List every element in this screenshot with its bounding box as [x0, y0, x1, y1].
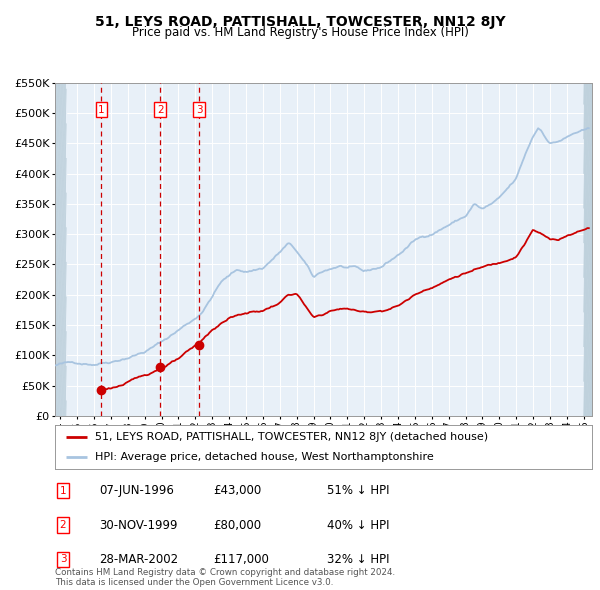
Text: 3: 3 [59, 555, 67, 564]
Text: 40% ↓ HPI: 40% ↓ HPI [327, 519, 389, 532]
Text: 1: 1 [59, 486, 67, 496]
Text: 2: 2 [157, 105, 164, 115]
Text: 28-MAR-2002: 28-MAR-2002 [99, 553, 178, 566]
Text: Price paid vs. HM Land Registry's House Price Index (HPI): Price paid vs. HM Land Registry's House … [131, 26, 469, 39]
Text: 07-JUN-1996: 07-JUN-1996 [99, 484, 174, 497]
Text: £117,000: £117,000 [213, 553, 269, 566]
Text: 32% ↓ HPI: 32% ↓ HPI [327, 553, 389, 566]
Text: Contains HM Land Registry data © Crown copyright and database right 2024.
This d: Contains HM Land Registry data © Crown c… [55, 568, 395, 587]
Text: 30-NOV-1999: 30-NOV-1999 [99, 519, 178, 532]
Text: 51% ↓ HPI: 51% ↓ HPI [327, 484, 389, 497]
Text: HPI: Average price, detached house, West Northamptonshire: HPI: Average price, detached house, West… [95, 452, 434, 462]
Text: 2: 2 [59, 520, 67, 530]
Text: 3: 3 [196, 105, 203, 115]
Text: 51, LEYS ROAD, PATTISHALL, TOWCESTER, NN12 8JY: 51, LEYS ROAD, PATTISHALL, TOWCESTER, NN… [95, 15, 505, 29]
Text: 51, LEYS ROAD, PATTISHALL, TOWCESTER, NN12 8JY (detached house): 51, LEYS ROAD, PATTISHALL, TOWCESTER, NN… [95, 432, 488, 442]
Text: £43,000: £43,000 [213, 484, 261, 497]
Text: £80,000: £80,000 [213, 519, 261, 532]
Text: 1: 1 [98, 105, 105, 115]
